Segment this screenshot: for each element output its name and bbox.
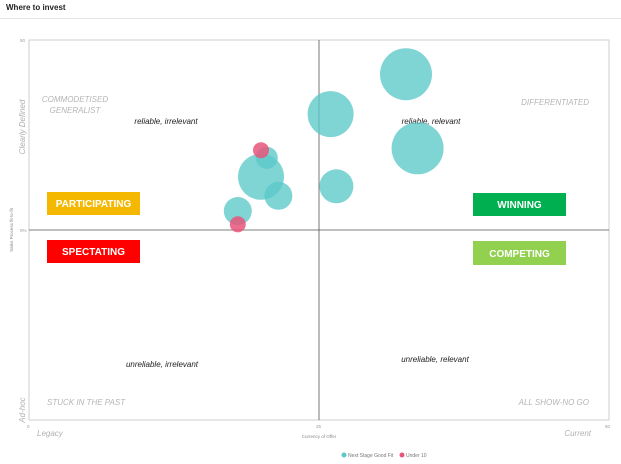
x-tick-right: 50 bbox=[605, 424, 611, 429]
quadrant-label-top-left: reliable, irrelevant bbox=[134, 117, 198, 126]
y-axis-top-label: Clearly Defined bbox=[18, 99, 27, 154]
legend-swatch-under-10 bbox=[399, 452, 405, 458]
x-tick-mid: 25 bbox=[316, 424, 322, 429]
x-axis-label: Currency of Offer bbox=[302, 434, 337, 439]
y-axis-label: Sales Process fit-to-fit bbox=[9, 207, 14, 252]
bubble-next-stage-2 bbox=[307, 91, 354, 138]
y-tick-mid: 0% bbox=[20, 228, 27, 233]
bubble-next-stage-1 bbox=[380, 48, 432, 101]
x-axis-left-label: Legacy bbox=[37, 429, 64, 438]
y-tick-top: 50 bbox=[20, 38, 26, 43]
bubble-next-stage-4 bbox=[319, 169, 354, 204]
badge-winning: WINNING bbox=[473, 193, 566, 216]
legend: Next Stage Good Fit Under 10 bbox=[341, 452, 427, 459]
corner-label-bottom-left: STUCK IN THE PAST bbox=[47, 398, 126, 407]
svg-text:PARTICIPATING: PARTICIPATING bbox=[56, 199, 132, 210]
corner-label-top-left-line2: GENERALIST bbox=[50, 106, 102, 115]
bubble-next-stage-3 bbox=[391, 122, 444, 175]
legend-swatch-next-stage bbox=[341, 452, 347, 458]
header-divider bbox=[0, 18, 621, 19]
y-axis-bottom-label: Ad-hoc bbox=[18, 397, 27, 423]
svg-text:COMPETING: COMPETING bbox=[489, 249, 550, 260]
x-tick-left: 0 bbox=[27, 424, 30, 429]
bubble-layer bbox=[223, 48, 444, 233]
corner-label-top-left-line1: COMMODETISED bbox=[42, 95, 108, 104]
bubble-under-10-2 bbox=[229, 216, 246, 233]
legend-label-under-10: Under 10 bbox=[406, 453, 427, 459]
badge-competing: COMPETING bbox=[473, 241, 566, 265]
bubble-next-stage-8 bbox=[223, 197, 252, 225]
corner-label-top-right: DIFFERENTIATED bbox=[521, 98, 589, 107]
corner-label-bottom-right: ALL SHOW-NO GO bbox=[518, 398, 589, 407]
quadrant-label-top-right: reliable, relevant bbox=[402, 117, 461, 126]
legend-label-next-stage: Next Stage Good Fit bbox=[348, 453, 394, 459]
bubble-next-stage-6 bbox=[264, 181, 293, 210]
svg-text:WINNING: WINNING bbox=[497, 200, 542, 211]
page-title: Where to invest bbox=[6, 3, 66, 12]
svg-text:SPECTATING: SPECTATING bbox=[62, 247, 125, 258]
quadrant-label-bottom-right: unreliable, relevant bbox=[401, 355, 469, 364]
x-axis-right-label: Current bbox=[564, 429, 591, 438]
badge-spectating: SPECTATING bbox=[47, 240, 140, 263]
quadrant-label-bottom-left: unreliable, irrelevant bbox=[126, 360, 199, 369]
bubble-under-10-1 bbox=[253, 142, 269, 159]
badge-participating: PARTICIPATING bbox=[47, 192, 140, 215]
